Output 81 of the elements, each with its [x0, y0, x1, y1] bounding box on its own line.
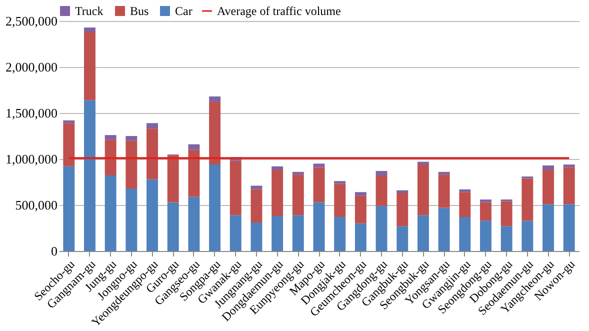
bar	[396, 193, 408, 226]
bar	[542, 165, 554, 170]
bar	[376, 206, 388, 251]
bar	[459, 192, 471, 217]
bar	[126, 140, 138, 188]
y-tick-label: 1,500,000	[6, 106, 58, 120]
bar	[417, 162, 429, 165]
bar	[354, 192, 366, 196]
bar	[250, 189, 262, 222]
y-tick-label: 2,500,000	[6, 14, 58, 28]
bar	[500, 201, 512, 226]
bar	[563, 164, 575, 168]
bar	[250, 222, 262, 251]
bar	[146, 123, 158, 129]
bar	[84, 32, 96, 100]
legend-label: Average of traffic volume	[217, 4, 341, 18]
bar	[522, 220, 534, 251]
y-tick-label: 2,000,000	[6, 60, 58, 74]
bar	[438, 174, 450, 208]
bar	[188, 150, 200, 197]
y-tick-label: 500,000	[15, 198, 58, 212]
bar	[480, 199, 492, 202]
bar	[396, 190, 408, 194]
y-tick-label: 0	[51, 244, 58, 258]
bar	[313, 202, 325, 251]
bar	[230, 160, 242, 216]
bar	[480, 202, 492, 221]
bar	[417, 215, 429, 251]
bar	[126, 188, 138, 251]
bar	[167, 155, 179, 202]
bar	[146, 128, 158, 180]
legend-label: Bus	[130, 4, 150, 18]
bar	[63, 166, 75, 251]
bar	[334, 216, 346, 251]
bar	[354, 196, 366, 224]
bar	[563, 167, 575, 204]
bar	[500, 226, 512, 251]
bar	[209, 96, 221, 102]
bar	[104, 135, 116, 140]
bar	[313, 167, 325, 202]
bar	[209, 164, 221, 251]
bar	[188, 196, 200, 251]
bar	[63, 120, 75, 124]
bar	[126, 136, 138, 141]
bar	[84, 27, 96, 32]
bar	[542, 204, 554, 251]
bar	[334, 184, 346, 217]
bar	[209, 102, 221, 165]
bar	[84, 100, 96, 251]
bar	[292, 172, 304, 175]
bar	[438, 172, 450, 175]
bar	[188, 144, 200, 150]
bar	[438, 208, 450, 251]
bar	[313, 164, 325, 168]
bar	[272, 216, 284, 251]
bar	[167, 202, 179, 251]
bar	[292, 174, 304, 216]
bar	[230, 215, 242, 251]
y-tick-label: 1,000,000	[6, 152, 58, 166]
bar	[292, 215, 304, 251]
bar	[272, 166, 284, 170]
bar	[480, 220, 492, 251]
bar	[376, 176, 388, 206]
bar	[250, 186, 262, 190]
bar	[417, 164, 429, 216]
bar	[272, 170, 284, 216]
legend-label: Truck	[75, 4, 104, 18]
bar	[396, 226, 408, 251]
bar	[104, 140, 116, 176]
bar	[563, 204, 575, 251]
bar	[146, 179, 158, 251]
bar	[354, 223, 366, 251]
bar	[522, 178, 534, 221]
bar	[104, 176, 116, 251]
bar	[376, 170, 388, 176]
bar	[459, 189, 471, 192]
bar	[334, 181, 346, 184]
legend-label: Car	[175, 4, 192, 18]
bar	[542, 170, 554, 204]
bar	[459, 216, 471, 251]
bar	[63, 123, 75, 166]
